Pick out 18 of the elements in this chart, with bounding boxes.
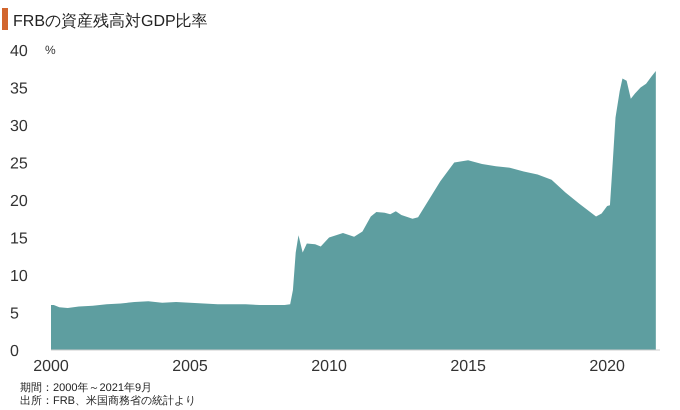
chart-title: FRBの資産残高対GDP比率 bbox=[13, 12, 208, 30]
x-tick-label: 2005 bbox=[172, 358, 208, 375]
y-tick-label: 15 bbox=[10, 230, 28, 248]
text: 期間：2000年～2021年9月 bbox=[20, 382, 152, 394]
text: 出所：FRB、米国商務省の統計より bbox=[20, 394, 196, 407]
x-tick-label: 2015 bbox=[450, 358, 486, 375]
y-tick-label: 0 bbox=[10, 343, 19, 360]
y-tick-label: 10 bbox=[10, 268, 28, 285]
y-tick-label: 20 bbox=[10, 193, 28, 210]
y-tick-label: 40 bbox=[10, 43, 28, 60]
y-tick-label: 35 bbox=[10, 80, 28, 98]
x-tick-label: 2000 bbox=[33, 358, 69, 375]
y-tick-label: 25 bbox=[10, 156, 28, 172]
x-tick-label: 2020 bbox=[589, 358, 626, 375]
y-tick-label: 5 bbox=[10, 306, 19, 322]
y-axis-title: % bbox=[45, 43, 56, 57]
x-tick-label: 2010 bbox=[311, 358, 347, 375]
y-tick-label: 30 bbox=[10, 118, 28, 135]
